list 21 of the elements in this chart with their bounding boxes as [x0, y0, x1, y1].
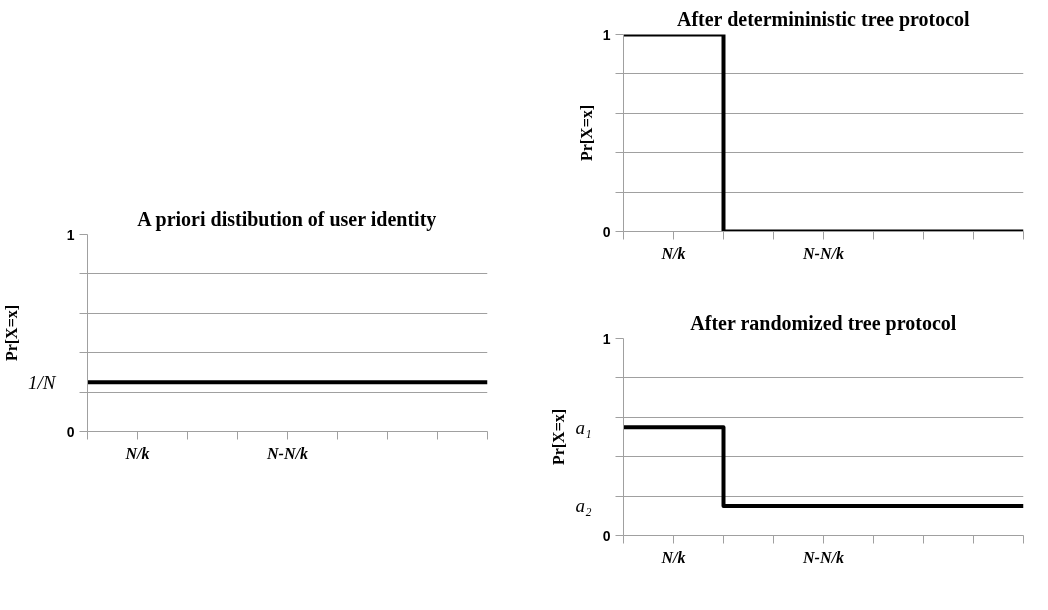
y-axis-title: Pr[X=x] [3, 304, 21, 362]
x-tick-label: N/k [124, 444, 150, 462]
y-tick-label: 0 [602, 527, 611, 544]
y-tick-label: 1 [602, 26, 611, 43]
text: a₁ [575, 416, 592, 438]
y-tick-label: 0 [66, 423, 75, 440]
text: a₂ [575, 495, 592, 517]
x-tick-label: N/k [660, 548, 686, 566]
chart-title: A priori distibution of user identity [137, 207, 437, 231]
x-tick-label: N-N/k [802, 244, 844, 262]
y-axis-title: Pr[X=x] [577, 104, 595, 162]
x-tick-label: N-N/k [266, 444, 308, 462]
x-tick-label: N/k [660, 244, 686, 262]
chart-title: After randomized tree protocol [690, 311, 957, 335]
chart-title: After determininistic tree protocol [676, 7, 971, 31]
y-tick-label: 1 [66, 226, 75, 243]
y-tick-label: 1 [602, 330, 611, 347]
text: 1/N [28, 371, 57, 393]
y-axis-title: Pr[X=x] [550, 408, 568, 466]
x-tick-label: N-N/k [802, 548, 844, 566]
y-tick-label: 0 [602, 223, 611, 240]
